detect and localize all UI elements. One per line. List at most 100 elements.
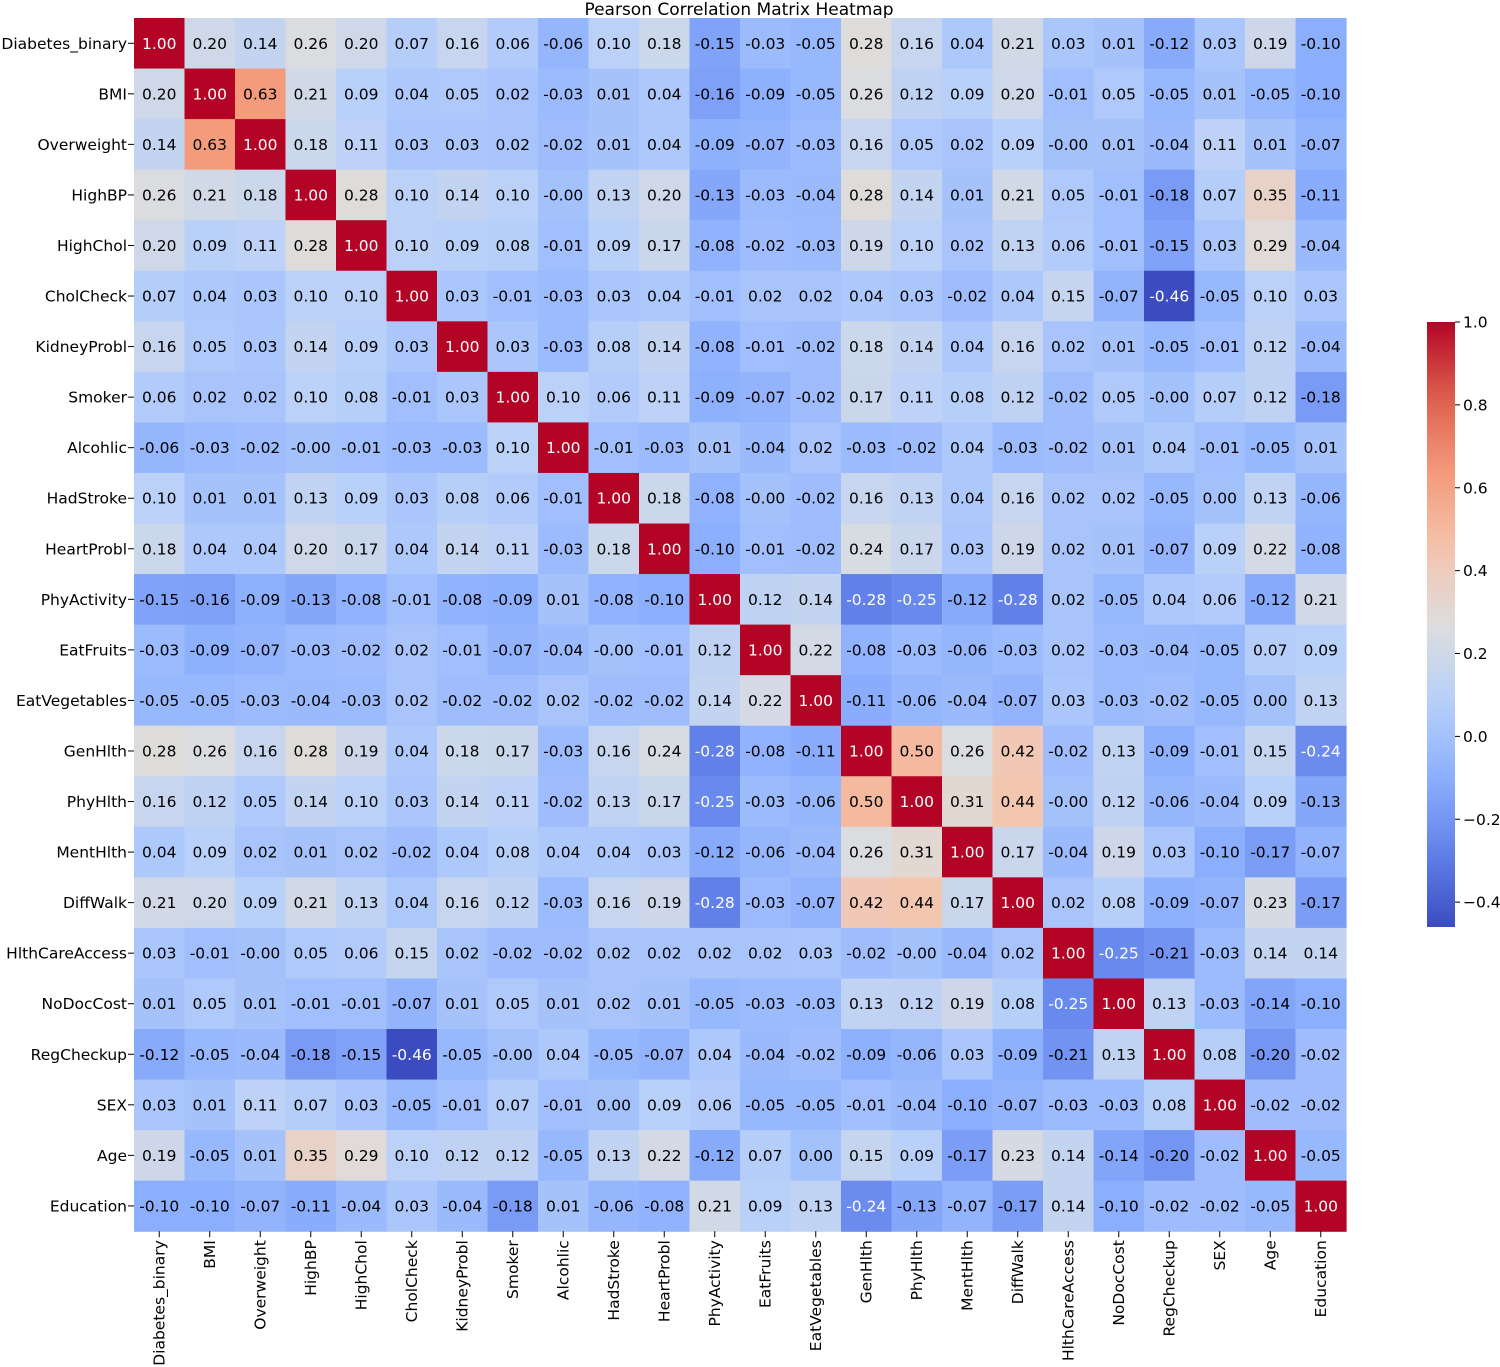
cell-value-label: -0.02 [947, 288, 987, 306]
cell-value-label: 0.05 [1101, 389, 1136, 407]
cell-value-label: 0.01 [293, 844, 328, 862]
cell-value-label: 0.13 [798, 1197, 833, 1215]
cell-value-label: 0.03 [1202, 35, 1237, 53]
heatmap-cell [992, 371, 1044, 423]
cell-value-label: 0.19 [142, 1147, 177, 1165]
heatmap-cell [538, 371, 590, 423]
heatmap-cell [1144, 675, 1196, 727]
cell-value-label: -0.08 [695, 237, 735, 255]
heatmap-cell [891, 1079, 943, 1131]
heatmap-cell [437, 776, 489, 828]
heatmap-cell [386, 119, 438, 171]
cell-value-label: 1.00 [1101, 995, 1136, 1013]
heatmap-cell [538, 169, 590, 221]
heatmap-cell [336, 321, 388, 373]
y-tick-label: Diabetes_binary [1, 35, 127, 54]
cell-value-label: -0.02 [1048, 439, 1088, 457]
cell-value-label: -0.24 [846, 1197, 886, 1215]
cell-value-label: 0.09 [192, 844, 227, 862]
cell-value-label: -0.07 [947, 1197, 987, 1215]
cell-value-label: -0.04 [442, 1197, 482, 1215]
heatmap-cell [1295, 624, 1347, 676]
heatmap-cell [487, 725, 539, 777]
cell-value-label: 0.13 [1253, 490, 1288, 508]
cell-value-label: 0.04 [394, 85, 429, 103]
cell-value-label: 0.20 [192, 35, 227, 53]
heatmap-cell [942, 725, 994, 777]
heatmap-cell [1093, 270, 1145, 322]
cell-value-label: -0.00 [1048, 136, 1088, 154]
cell-value-label: 0.05 [192, 338, 227, 356]
cell-value-label: 0.10 [293, 288, 328, 306]
cell-value-label: 0.04 [394, 894, 429, 912]
cell-value-label: 0.04 [1000, 288, 1035, 306]
cell-value-label: 0.18 [647, 35, 682, 53]
cell-value-label: -0.01 [442, 1096, 482, 1114]
cell-value-label: 0.11 [1202, 136, 1237, 154]
cell-value-label: 0.03 [798, 945, 833, 963]
heatmap-cell [1245, 472, 1297, 525]
cell-value-label: 0.16 [1000, 338, 1035, 356]
cell-value-label: -0.00 [493, 1046, 533, 1064]
cell-value-label: -0.02 [846, 945, 886, 963]
cell-value-label: 0.10 [596, 35, 631, 53]
cell-value-label: -0.07 [1099, 288, 1139, 306]
cell-value-label: 0.02 [596, 995, 631, 1013]
cell-value-label: 0.16 [596, 742, 631, 760]
cell-value-label: -0.10 [1099, 1197, 1139, 1215]
heatmap-cell [386, 574, 438, 626]
heatmap-cell [942, 119, 994, 171]
heatmap-cell [992, 624, 1044, 676]
heatmap-cell [992, 826, 1044, 878]
heatmap-cell [841, 422, 893, 474]
cell-value-label: 0.21 [697, 1197, 732, 1215]
cell-value-label: 0.18 [647, 490, 682, 508]
cell-value-label: 0.18 [596, 540, 631, 558]
heatmap-cell [891, 826, 943, 878]
cell-value-label: 0.05 [899, 136, 934, 154]
cell-value-label: 0.10 [899, 237, 934, 255]
cell-value-label: 0.31 [899, 844, 934, 862]
heatmap-cell [1295, 119, 1347, 171]
heatmap-cell [1245, 675, 1297, 727]
cell-value-label: 0.09 [192, 237, 227, 255]
y-tick-label: EatVegetables [16, 692, 127, 710]
cell-value-label: -0.08 [695, 490, 735, 508]
cell-value-label: 0.01 [1101, 136, 1136, 154]
x-tick-label: CholCheck [403, 1240, 421, 1322]
heatmap-cell [588, 675, 640, 727]
colorbar-tick-label: −0.4 [1463, 894, 1500, 912]
heatmap-cell [689, 270, 741, 322]
heatmap-cell [1245, 1029, 1297, 1081]
heatmap-cell [689, 1180, 741, 1232]
heatmap-cell [336, 725, 388, 777]
cell-value-label: 0.01 [546, 1197, 581, 1215]
heatmap-cell [1144, 169, 1196, 221]
heatmap-cell [235, 624, 287, 676]
heatmap-cell [235, 119, 287, 171]
heatmap-cell [437, 68, 489, 120]
cell-value-label: 0.14 [1051, 1147, 1086, 1165]
heatmap-cell [740, 624, 792, 676]
cell-value-label: -0.07 [745, 389, 785, 407]
heatmap-cell [134, 422, 186, 474]
heatmap-cell [790, 472, 842, 525]
cell-value-label: 1.00 [899, 793, 934, 811]
heatmap-cell [235, 18, 287, 70]
cell-value-label: 0.07 [293, 1096, 328, 1114]
heatmap-cell [1043, 1130, 1095, 1182]
cell-value-label: -0.21 [1048, 1046, 1088, 1064]
cell-value-label: -0.00 [1048, 793, 1088, 811]
heatmap-cell [1043, 927, 1095, 980]
heatmap-cell [1043, 574, 1095, 626]
heatmap-cell [790, 877, 842, 929]
cell-value-label: -0.02 [1301, 1046, 1341, 1064]
heatmap-cell [891, 927, 943, 980]
cell-value-label: -0.07 [240, 641, 280, 659]
cell-value-label: -0.07 [1200, 894, 1240, 912]
heatmap-cell [538, 776, 590, 828]
heatmap-cell [639, 877, 691, 929]
heatmap-cell [487, 270, 539, 322]
cell-value-label: 0.14 [798, 591, 833, 609]
cell-value-label: -0.02 [594, 692, 634, 710]
